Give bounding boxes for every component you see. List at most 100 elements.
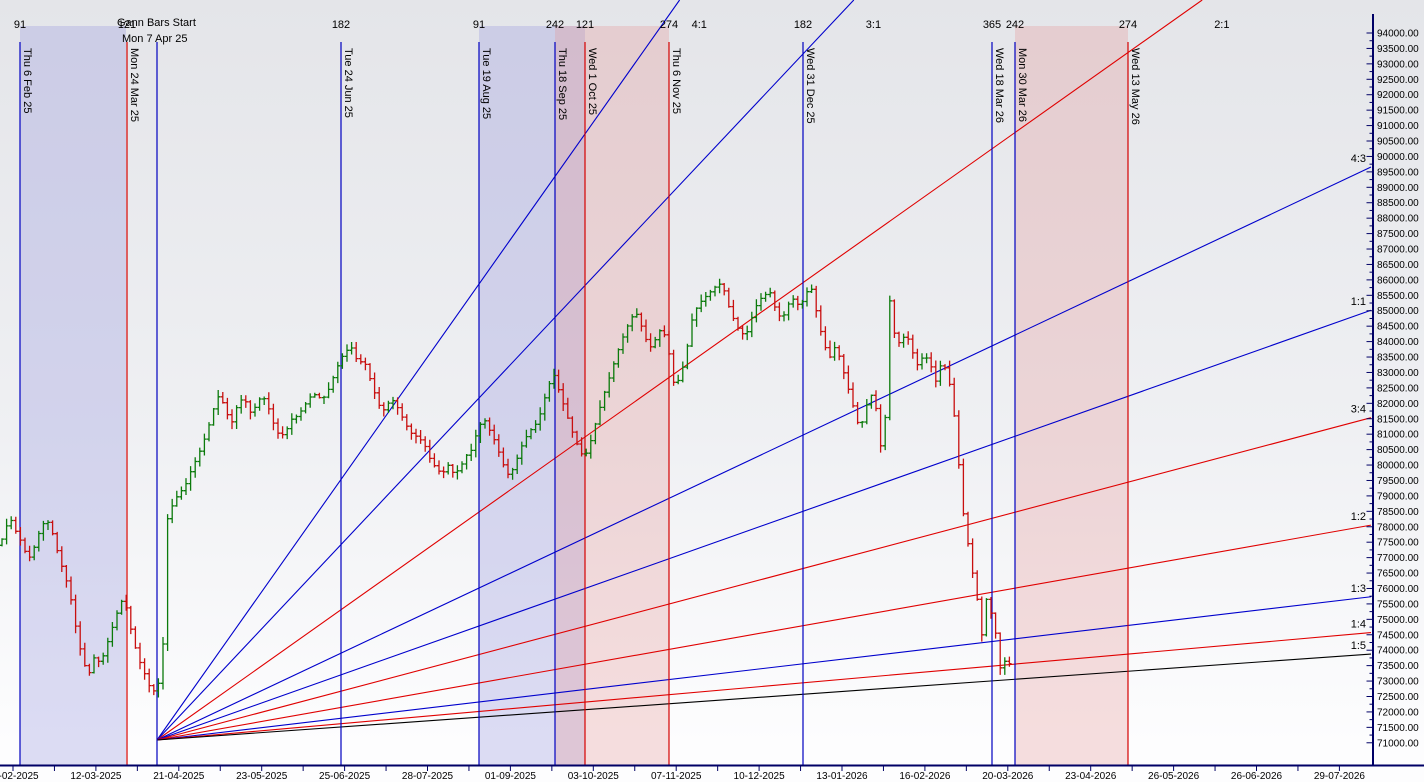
price-axis-label: 75500.00	[1377, 599, 1419, 610]
price-axis-label: 73000.00	[1377, 677, 1419, 688]
time-cycle-band	[555, 26, 669, 765]
time-cycle-count-label: 182	[794, 19, 812, 31]
price-axis-label: 72500.00	[1377, 692, 1419, 703]
date-axis-label: 07-11-2025	[651, 771, 702, 782]
time-cycle-bands	[20, 26, 1128, 765]
price-axis-label: 86000.00	[1377, 275, 1419, 286]
time-cycle-date-label: Mon 30 Mar 26	[1016, 48, 1028, 122]
gann-fan-lines	[156, 0, 1372, 741]
time-cycle-date-label: Tue 19 Aug 25	[480, 48, 492, 119]
time-cycle-count-label: 121	[576, 19, 594, 31]
price-axis-label: 85500.00	[1377, 291, 1419, 302]
ohlc-bars-up	[0, 278, 1007, 698]
gann-start-annotation-date: Mon 7 Apr 25	[122, 33, 188, 45]
time-cycle-count-label: 91	[473, 19, 485, 31]
price-axis-label: 89000.00	[1377, 183, 1419, 194]
date-axis-label: 20-03-2026	[982, 771, 1034, 782]
time-cycle-date-label: Wed 31 Dec 25	[804, 48, 816, 124]
time-cycle-date-label: Tue 24 Jun 25	[342, 48, 354, 118]
price-axis-label: 89500.00	[1377, 167, 1419, 178]
price-axis-label: 78500.00	[1377, 507, 1419, 518]
date-axis-label: 21-04-2025	[153, 771, 205, 782]
price-axis-label: 87500.00	[1377, 229, 1419, 240]
ohlc-bars-down	[13, 283, 1012, 696]
price-axis-label: 93000.00	[1377, 59, 1419, 70]
time-cycle-count-label: 91	[14, 19, 26, 31]
date-axis-label: 01-09-2025	[485, 771, 537, 782]
price-axis-label: 76500.00	[1377, 569, 1419, 580]
gann-fan-ratio-label: 1:1	[1351, 296, 1366, 308]
price-axis-label: 77500.00	[1377, 538, 1419, 549]
price-axis-label: 82000.00	[1377, 399, 1419, 410]
chart-labels: 4:1 3:1 2:1 4:3 1:1 3:4 1:2 1:3 1:4 1:5 91 Thu 6 Fe…	[0, 19, 1419, 782]
price-axis-label: 93500.00	[1377, 44, 1419, 55]
date-axis-label: 12-03-2025	[70, 771, 122, 782]
gann-fan-ratio-label: 1:3	[1351, 583, 1366, 595]
price-axis-label: 81500.00	[1377, 414, 1419, 425]
time-cycle-date-label: Thu 6 Nov 25	[670, 48, 682, 114]
time-cycle-date-label: Mon 24 Mar 25	[128, 48, 140, 122]
price-axis-label: 91500.00	[1377, 106, 1419, 117]
ohlc-bars	[0, 278, 1012, 698]
date-axis-label: 06-02-2025	[0, 771, 39, 782]
time-cycle-date-label: Wed 13 May 26	[1129, 48, 1141, 125]
time-cycle-count-label: 274	[1119, 19, 1137, 31]
price-axis-label: 84500.00	[1377, 322, 1419, 333]
price-axis-label: 82500.00	[1377, 383, 1419, 394]
price-axis-label: 72000.00	[1377, 707, 1419, 718]
gann-fan-ratio-label: 1:4	[1351, 619, 1366, 631]
price-axis-label: 83500.00	[1377, 353, 1419, 364]
price-axis-label: 86500.00	[1377, 260, 1419, 271]
gann-fan-line	[156, 596, 1372, 741]
date-axis-label: 23-04-2026	[1065, 771, 1117, 782]
gann-fan-line	[156, 166, 1372, 741]
gann-fan-line	[156, 524, 1372, 741]
price-axis-label: 94000.00	[1377, 29, 1419, 40]
date-axis-label: 10-12-2025	[734, 771, 786, 782]
gann-fan-ratio-label: 4:3	[1351, 153, 1366, 165]
price-axis-label: 74000.00	[1377, 646, 1419, 657]
time-cycle-date-label: Wed 1 Oct 25	[586, 48, 598, 115]
gann-fan-ratio-label: 4:1	[692, 19, 707, 31]
gann-fan-ratio-label: 1:2	[1351, 511, 1366, 523]
price-axis-label: 81000.00	[1377, 430, 1419, 441]
price-axis-label: 87000.00	[1377, 245, 1419, 256]
time-cycle-band	[479, 26, 585, 765]
time-cycle-date-label: Thu 18 Sep 25	[556, 48, 568, 120]
gann-fan-ratio-label: 1:5	[1351, 640, 1366, 652]
price-axis-label: 90000.00	[1377, 152, 1419, 163]
gann-start-annotation-title: Gann Bars Start	[117, 17, 196, 29]
price-axis-label: 79500.00	[1377, 476, 1419, 487]
date-axis-label: 16-02-2026	[899, 771, 951, 782]
price-axis-label: 73500.00	[1377, 661, 1419, 672]
gann-fan-line	[156, 0, 681, 741]
date-axis-label: 29-07-2026	[1314, 771, 1366, 782]
price-axis-label: 78000.00	[1377, 522, 1419, 533]
price-axis-label: 88000.00	[1377, 214, 1419, 225]
price-axis-label: 92000.00	[1377, 90, 1419, 101]
price-axis-label: 84000.00	[1377, 337, 1419, 348]
price-axis-label: 80000.00	[1377, 461, 1419, 472]
date-axis-label: 25-06-2025	[319, 771, 371, 782]
price-axis-label: 90500.00	[1377, 137, 1419, 148]
price-axis-label: 91000.00	[1377, 121, 1419, 132]
time-cycle-band	[20, 26, 126, 765]
gann-fan-ratio-label: 3:4	[1351, 404, 1366, 416]
date-axis-label: 23-05-2025	[236, 771, 288, 782]
gann-fan-line	[156, 0, 855, 741]
time-cycle-count-label: 182	[332, 19, 350, 31]
price-axis-label: 76000.00	[1377, 584, 1419, 595]
price-axis-label: 88500.00	[1377, 198, 1419, 209]
gann-fan-line	[156, 309, 1372, 741]
gann-fan-line	[156, 632, 1372, 741]
date-axis-label: 26-05-2026	[1148, 771, 1200, 782]
date-axis-label: 13-01-2026	[816, 771, 868, 782]
price-axis-label: 85000.00	[1377, 306, 1419, 317]
chart-axes	[0, 14, 1424, 771]
price-axis-label: 79000.00	[1377, 491, 1419, 502]
price-axis-label: 74500.00	[1377, 630, 1419, 641]
